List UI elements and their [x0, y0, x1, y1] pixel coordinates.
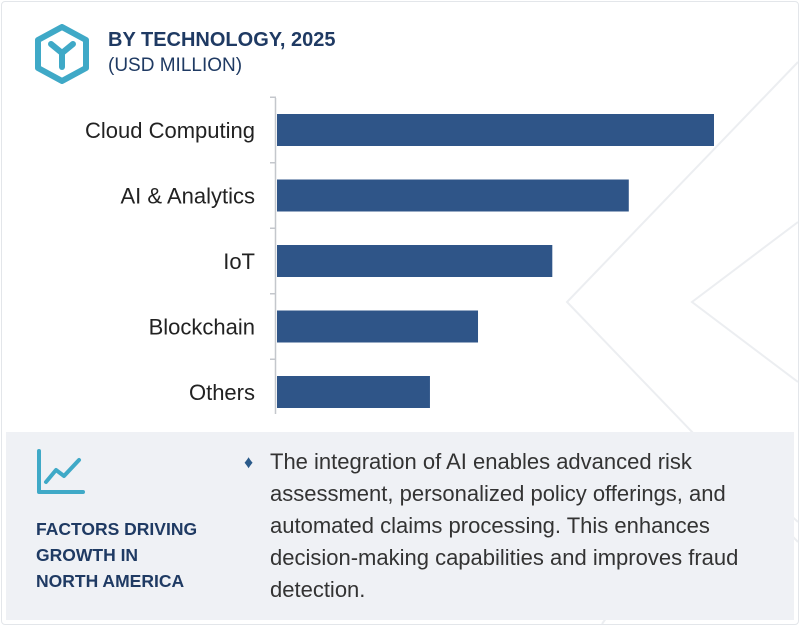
- trend-line-icon: [37, 449, 85, 494]
- bar-ai-analytics: [277, 179, 629, 212]
- bar-blockchain: [277, 310, 479, 343]
- category-label: Blockchain: [149, 315, 255, 340]
- category-label: AI & Analytics: [120, 184, 255, 209]
- cube-logo-icon: [35, 24, 89, 84]
- category-label: Others: [189, 380, 255, 405]
- category-label: IoT: [223, 249, 255, 274]
- bar-others: [277, 376, 430, 408]
- factors-title-line-1: FACTORS DRIVING: [36, 519, 198, 539]
- factors-title-line-3: NORTH AMERICA: [36, 571, 185, 591]
- factors-title-line-2: GROWTH IN: [36, 545, 139, 565]
- category-label: Cloud Computing: [85, 118, 255, 143]
- factor-description: The integration of AI enables advanced r…: [270, 449, 739, 602]
- chart-title: BY TECHNOLOGY, 2025: [108, 29, 336, 51]
- chart-header: BY TECHNOLOGY, 2025 (USD MILLION): [2, 2, 798, 92]
- chart-subtitle: (USD MILLION): [108, 55, 243, 76]
- factors-panel: FACTORS DRIVING GROWTH IN NORTH AMERICA …: [6, 432, 794, 620]
- diamond-bullet-icon: ♦: [244, 452, 254, 472]
- bar-chart: Cloud Computing AI & Analytics IoT Blockcha…: [85, 96, 714, 414]
- factors-title: FACTORS DRIVING GROWTH IN NORTH AMERICA: [36, 516, 236, 594]
- bar-cloud-computing: [277, 114, 714, 146]
- bar-iot: [277, 245, 553, 277]
